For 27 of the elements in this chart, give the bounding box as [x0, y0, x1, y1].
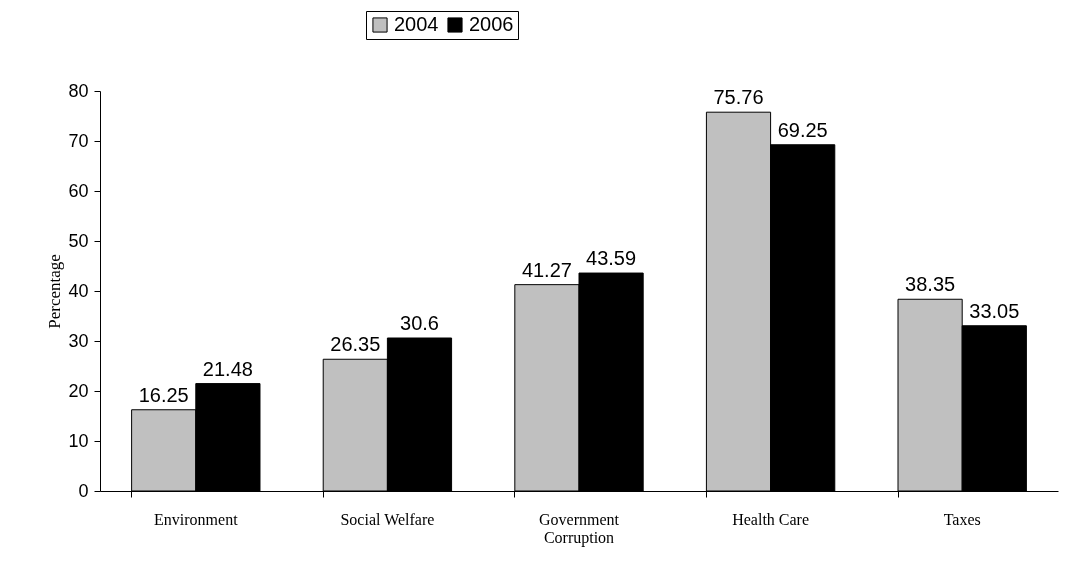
y-tick-label: 10	[68, 430, 89, 451]
data-label: 33.05	[969, 299, 1020, 322]
data-label: 38.35	[905, 273, 956, 296]
data-label: 30.6	[400, 312, 439, 334]
y-tick-label: 40	[68, 280, 89, 301]
y-tick-label: 20	[68, 380, 89, 401]
legend-label: 2004	[394, 13, 439, 35]
data-label: 16.25	[138, 383, 189, 406]
x-tick-label: Health Care	[732, 510, 810, 528]
y-tick-label: 70	[68, 130, 89, 151]
x-tick-label: Social Welfare	[340, 510, 435, 528]
y-axis-title: Percentage	[45, 254, 65, 329]
legend-label: 2006	[469, 13, 514, 35]
data-label: 41.27	[521, 258, 572, 281]
x-tick-label: Environment	[154, 510, 239, 528]
y-tick-label: 30	[68, 330, 89, 351]
x-tick-label: Government Corruption	[539, 510, 620, 547]
data-label: 26.35	[330, 333, 381, 356]
data-label: 21.48	[202, 357, 253, 380]
y-tick-label: 60	[68, 180, 89, 201]
y-tick-label: 50	[68, 230, 89, 251]
x-tick-label: Taxes	[943, 510, 981, 528]
data-label: 75.76	[713, 86, 764, 109]
y-tick-label: 0	[78, 480, 89, 501]
data-label: 43.59	[586, 247, 637, 270]
data-label: 69.25	[777, 118, 828, 141]
y-tick-label: 80	[68, 80, 89, 101]
